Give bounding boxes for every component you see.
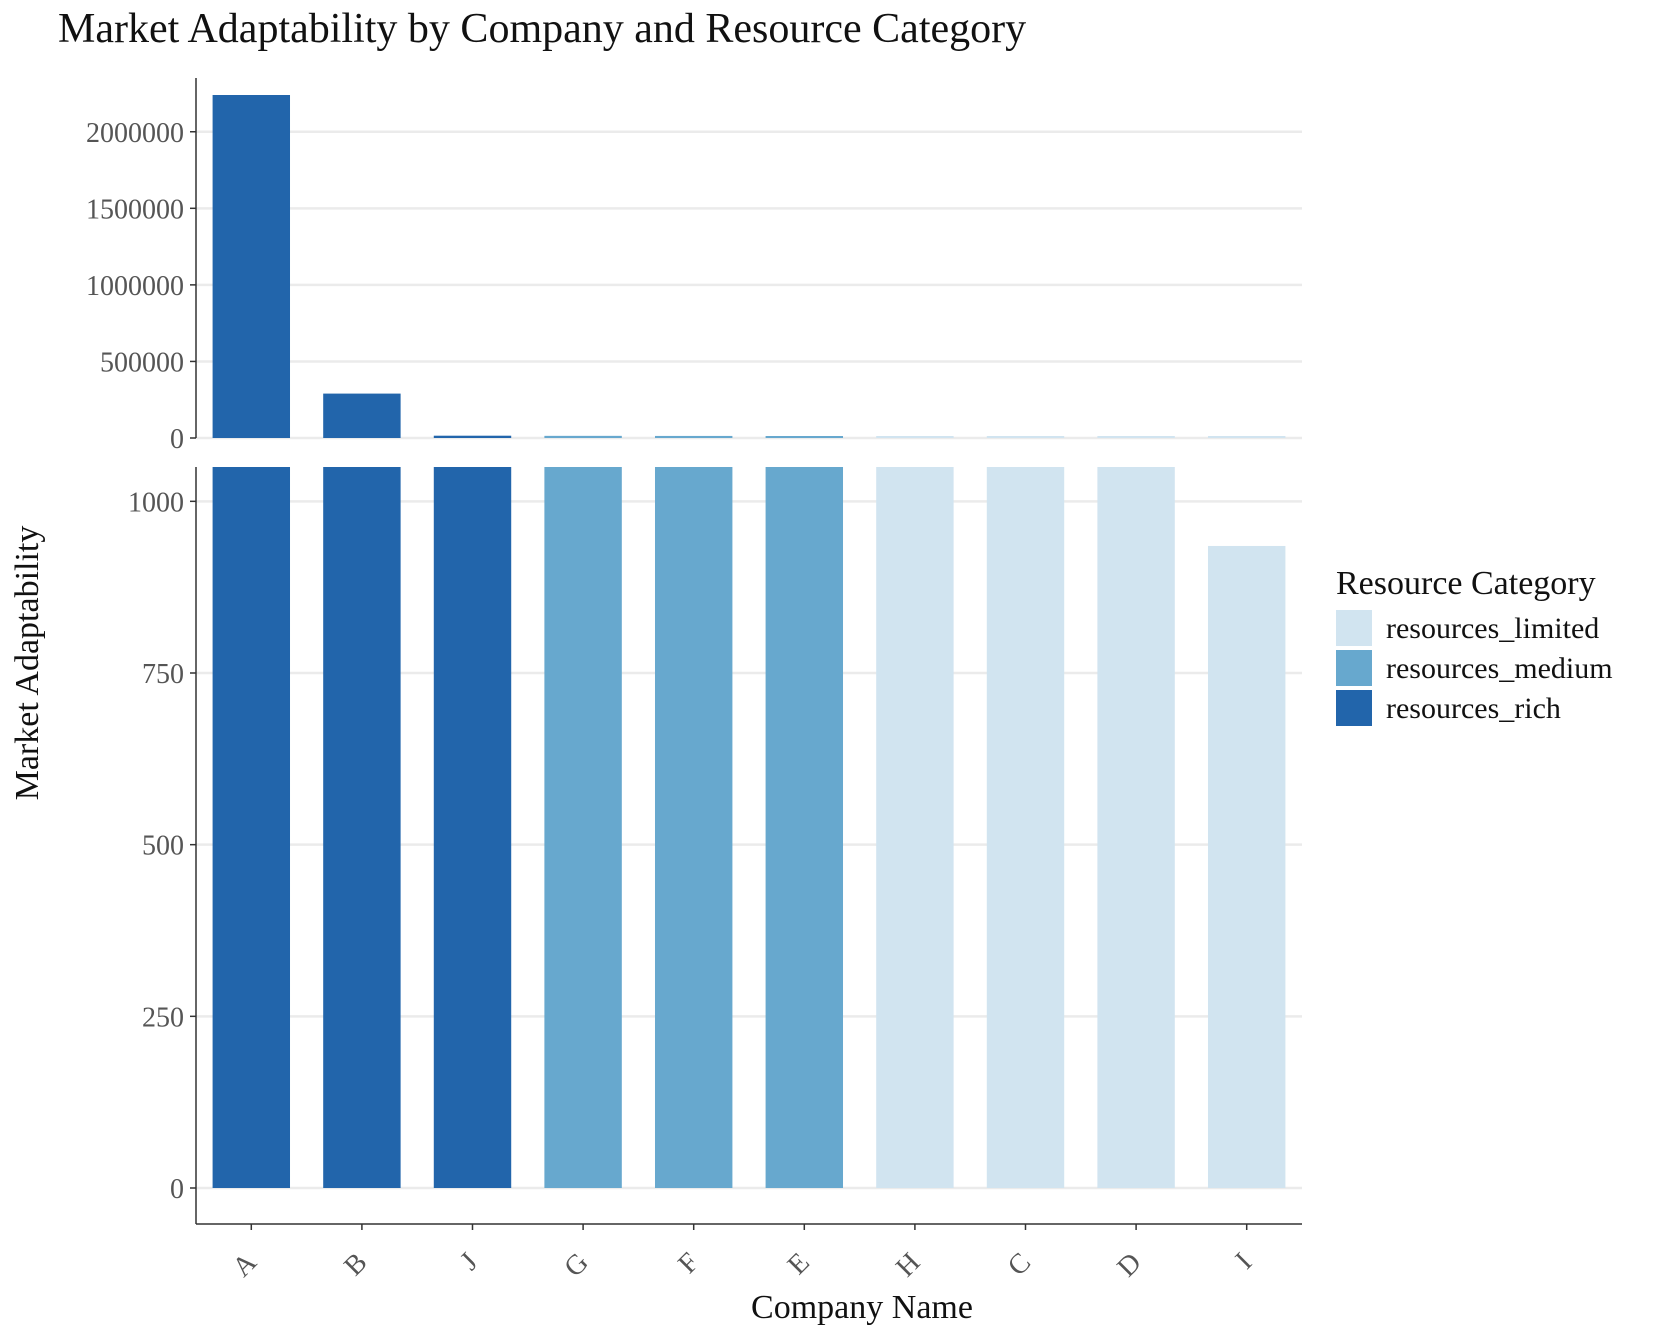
x-tick-label: D — [1111, 1247, 1147, 1283]
bar-upper-C — [986, 436, 1065, 438]
bar-lower-H — [876, 467, 954, 1188]
lower-y-tick-label: 750 — [142, 659, 184, 690]
x-tick-label: J — [454, 1247, 484, 1277]
bar-upper-A — [212, 95, 291, 438]
legend-swatch-resources_limited — [1336, 610, 1372, 646]
bar-lower-C — [986, 467, 1065, 1188]
lower-y-tick-label: 0 — [170, 1174, 184, 1205]
x-tick-label: I — [1230, 1247, 1259, 1276]
upper-bars — [212, 95, 1286, 438]
lower-y-tick-label: 250 — [142, 1002, 184, 1033]
y-axis-title: Market Adaptability — [9, 526, 46, 801]
legend-label-resources_limited: resources_limited — [1386, 612, 1599, 645]
bar-lower-J — [433, 467, 512, 1188]
bar-upper-G — [544, 435, 622, 438]
lower-bars — [212, 467, 1286, 1188]
legend-label-resources_medium: resources_medium — [1386, 652, 1613, 685]
bar-lower-F — [654, 467, 733, 1188]
upper-panel: 0 500000 1000000 1500000 2000000 — [86, 78, 1302, 455]
x-tick-label: E — [782, 1247, 816, 1281]
bar-upper-J — [433, 435, 512, 438]
upper-y-axis: 0 500000 1000000 1500000 2000000 — [86, 78, 197, 455]
x-tick-label: H — [890, 1247, 926, 1283]
bar-upper-I — [1207, 436, 1286, 438]
legend: Resource Category resources_limitedresou… — [1336, 565, 1613, 726]
bar-lower-G — [544, 467, 622, 1188]
x-tick-label: A — [227, 1246, 264, 1283]
lower-panel: 0 250 500 750 1000 — [128, 467, 1302, 1224]
upper-y-tick-label: 2000000 — [86, 118, 184, 149]
x-tick-label: F — [672, 1247, 705, 1280]
upper-y-tick-label: 0 — [170, 424, 184, 455]
legend-swatch-resources_medium — [1336, 650, 1372, 686]
upper-y-tick-label: 1000000 — [86, 271, 184, 302]
bar-lower-I — [1207, 545, 1286, 1188]
legend-swatch-resources_rich — [1336, 690, 1372, 726]
bar-lower-E — [765, 467, 844, 1188]
upper-gridlines — [196, 130, 1302, 440]
lower-y-axis: 0 250 500 750 1000 — [128, 467, 197, 1224]
bar-lower-D — [1097, 467, 1175, 1188]
bar-upper-F — [654, 435, 733, 438]
x-tick-label: B — [338, 1247, 373, 1282]
lower-y-tick-label: 500 — [142, 831, 184, 862]
legend-items: resources_limited resources_mediumresourc… — [1336, 610, 1613, 726]
upper-y-tick-label: 1500000 — [86, 194, 184, 225]
bar-lower-A — [212, 467, 291, 1188]
x-tick-label: G — [558, 1247, 594, 1283]
x-tick-label: C — [1002, 1247, 1037, 1282]
chart-title: Market Adaptability by Company and Resou… — [58, 6, 1026, 52]
bar-upper-B — [323, 393, 401, 438]
lower-y-tick-label: 1000 — [128, 487, 184, 518]
legend-title: Resource Category — [1336, 565, 1596, 602]
bar-lower-B — [323, 467, 401, 1188]
bar-upper-E — [765, 436, 844, 438]
legend-label-resources_rich: resources_rich — [1386, 692, 1561, 725]
bar-upper-D — [1097, 436, 1175, 438]
upper-y-tick-label: 500000 — [100, 347, 184, 378]
bar-upper-H — [876, 436, 954, 438]
x-axis-title: Company Name — [751, 1289, 973, 1326]
